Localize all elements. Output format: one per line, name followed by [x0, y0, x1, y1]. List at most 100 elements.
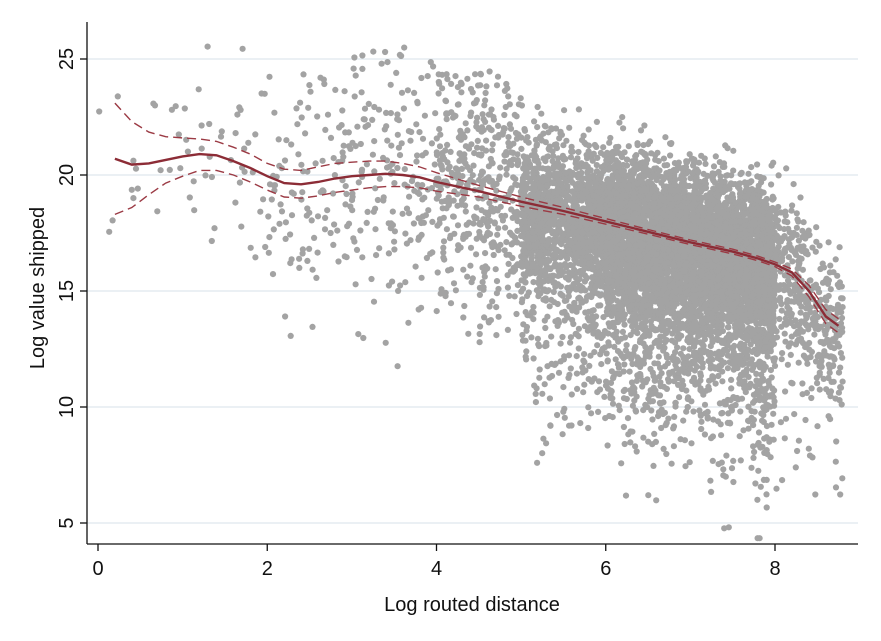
scatter-point — [682, 463, 689, 470]
scatter-point — [476, 291, 483, 298]
scatter-point — [482, 250, 489, 257]
scatter-point — [459, 188, 466, 195]
scatter-point — [394, 116, 401, 123]
scatter-point — [471, 215, 478, 222]
scatter-point — [236, 104, 243, 111]
scatter-point — [360, 116, 367, 123]
scatter-point — [528, 255, 535, 262]
scatter-point — [416, 129, 423, 136]
scatter-point — [585, 148, 592, 155]
scatter-point — [539, 165, 546, 172]
scatter-point — [634, 330, 641, 337]
scatter-point — [676, 325, 683, 332]
scatter-point — [481, 102, 488, 109]
scatter-point — [638, 324, 645, 331]
scatter-point — [478, 128, 485, 135]
scatter-point — [288, 141, 295, 148]
scatter-point — [436, 220, 443, 227]
scatter-point — [247, 244, 254, 251]
scatter-point — [554, 281, 562, 288]
scatter-point — [584, 155, 591, 162]
scatter-point — [343, 190, 350, 198]
scatter-point — [569, 307, 576, 314]
scatter-point — [590, 315, 597, 322]
scatter-point — [565, 288, 573, 295]
scatter-point — [648, 180, 655, 187]
scatter-point — [479, 279, 486, 286]
scatter-point — [451, 230, 458, 237]
scatter-point — [268, 196, 275, 203]
scatter-point — [683, 387, 690, 394]
scatter-point — [518, 145, 525, 152]
scatter-point — [457, 127, 464, 134]
scatter-point — [494, 231, 501, 238]
scatter-point — [564, 182, 571, 189]
scatter-point — [625, 143, 632, 150]
scatter-point — [276, 220, 283, 227]
scatter-point — [492, 205, 499, 213]
scatter-point — [195, 86, 202, 93]
scatter-point — [300, 71, 307, 78]
scatter-point — [661, 363, 669, 370]
scatter-point — [184, 148, 191, 155]
scatter-point — [282, 219, 289, 226]
scatter-point — [631, 389, 638, 396]
scatter-point — [606, 139, 613, 146]
scatter-point — [262, 243, 269, 251]
scatter-point — [408, 178, 416, 185]
scatter-point — [530, 355, 537, 362]
scatter-point — [358, 166, 366, 173]
scatter-point — [556, 170, 563, 178]
scatter-point — [596, 270, 603, 277]
scatter-point — [550, 288, 557, 296]
scatter-point — [324, 207, 331, 214]
scatter-point — [680, 345, 687, 352]
scatter-point — [481, 273, 488, 280]
scatter-point — [499, 217, 506, 224]
scatter-point — [571, 191, 578, 198]
scatter-point — [378, 60, 385, 67]
scatter-point — [436, 157, 443, 164]
scatter-point — [567, 154, 575, 161]
scatter-point — [339, 107, 346, 114]
scatter-point — [418, 219, 425, 227]
scatter-point — [544, 182, 551, 189]
scatter-point — [270, 226, 277, 233]
scatter-point — [553, 198, 561, 205]
scatter-point — [551, 263, 558, 270]
scatter-point — [493, 290, 500, 297]
scatter-point — [486, 199, 493, 207]
scatter-point — [490, 182, 497, 189]
scatter-point — [96, 108, 103, 115]
scatter-point — [373, 252, 380, 259]
scatter-point — [651, 192, 659, 199]
scatter-point — [336, 124, 343, 131]
scatter-point — [435, 78, 442, 86]
scatter-point — [427, 250, 434, 257]
scatter-point — [408, 128, 415, 136]
scatter-point — [679, 377, 686, 384]
scatter-point — [499, 131, 506, 138]
scatter-point — [511, 111, 518, 118]
scatter-point — [588, 410, 595, 417]
scatter-point — [482, 118, 489, 125]
scatter-point — [245, 139, 252, 146]
scatter-point — [324, 111, 332, 118]
scatter-point — [640, 434, 647, 441]
scatter-point — [454, 222, 462, 229]
scatter-point — [349, 193, 356, 200]
scatter-point — [330, 241, 337, 248]
scatter-point — [335, 159, 342, 166]
scatter-point — [234, 111, 241, 118]
scatter-point — [550, 189, 558, 196]
scatter-point — [489, 298, 496, 305]
scatter-point — [283, 137, 290, 144]
scatter-point — [569, 262, 576, 269]
scatter-point — [386, 163, 393, 170]
scatter-point — [400, 105, 407, 112]
scatter-point — [132, 165, 140, 172]
scatter-point — [521, 212, 528, 219]
scatter-point — [372, 226, 379, 233]
scatter-point — [257, 208, 264, 215]
scatter-point — [298, 161, 305, 168]
